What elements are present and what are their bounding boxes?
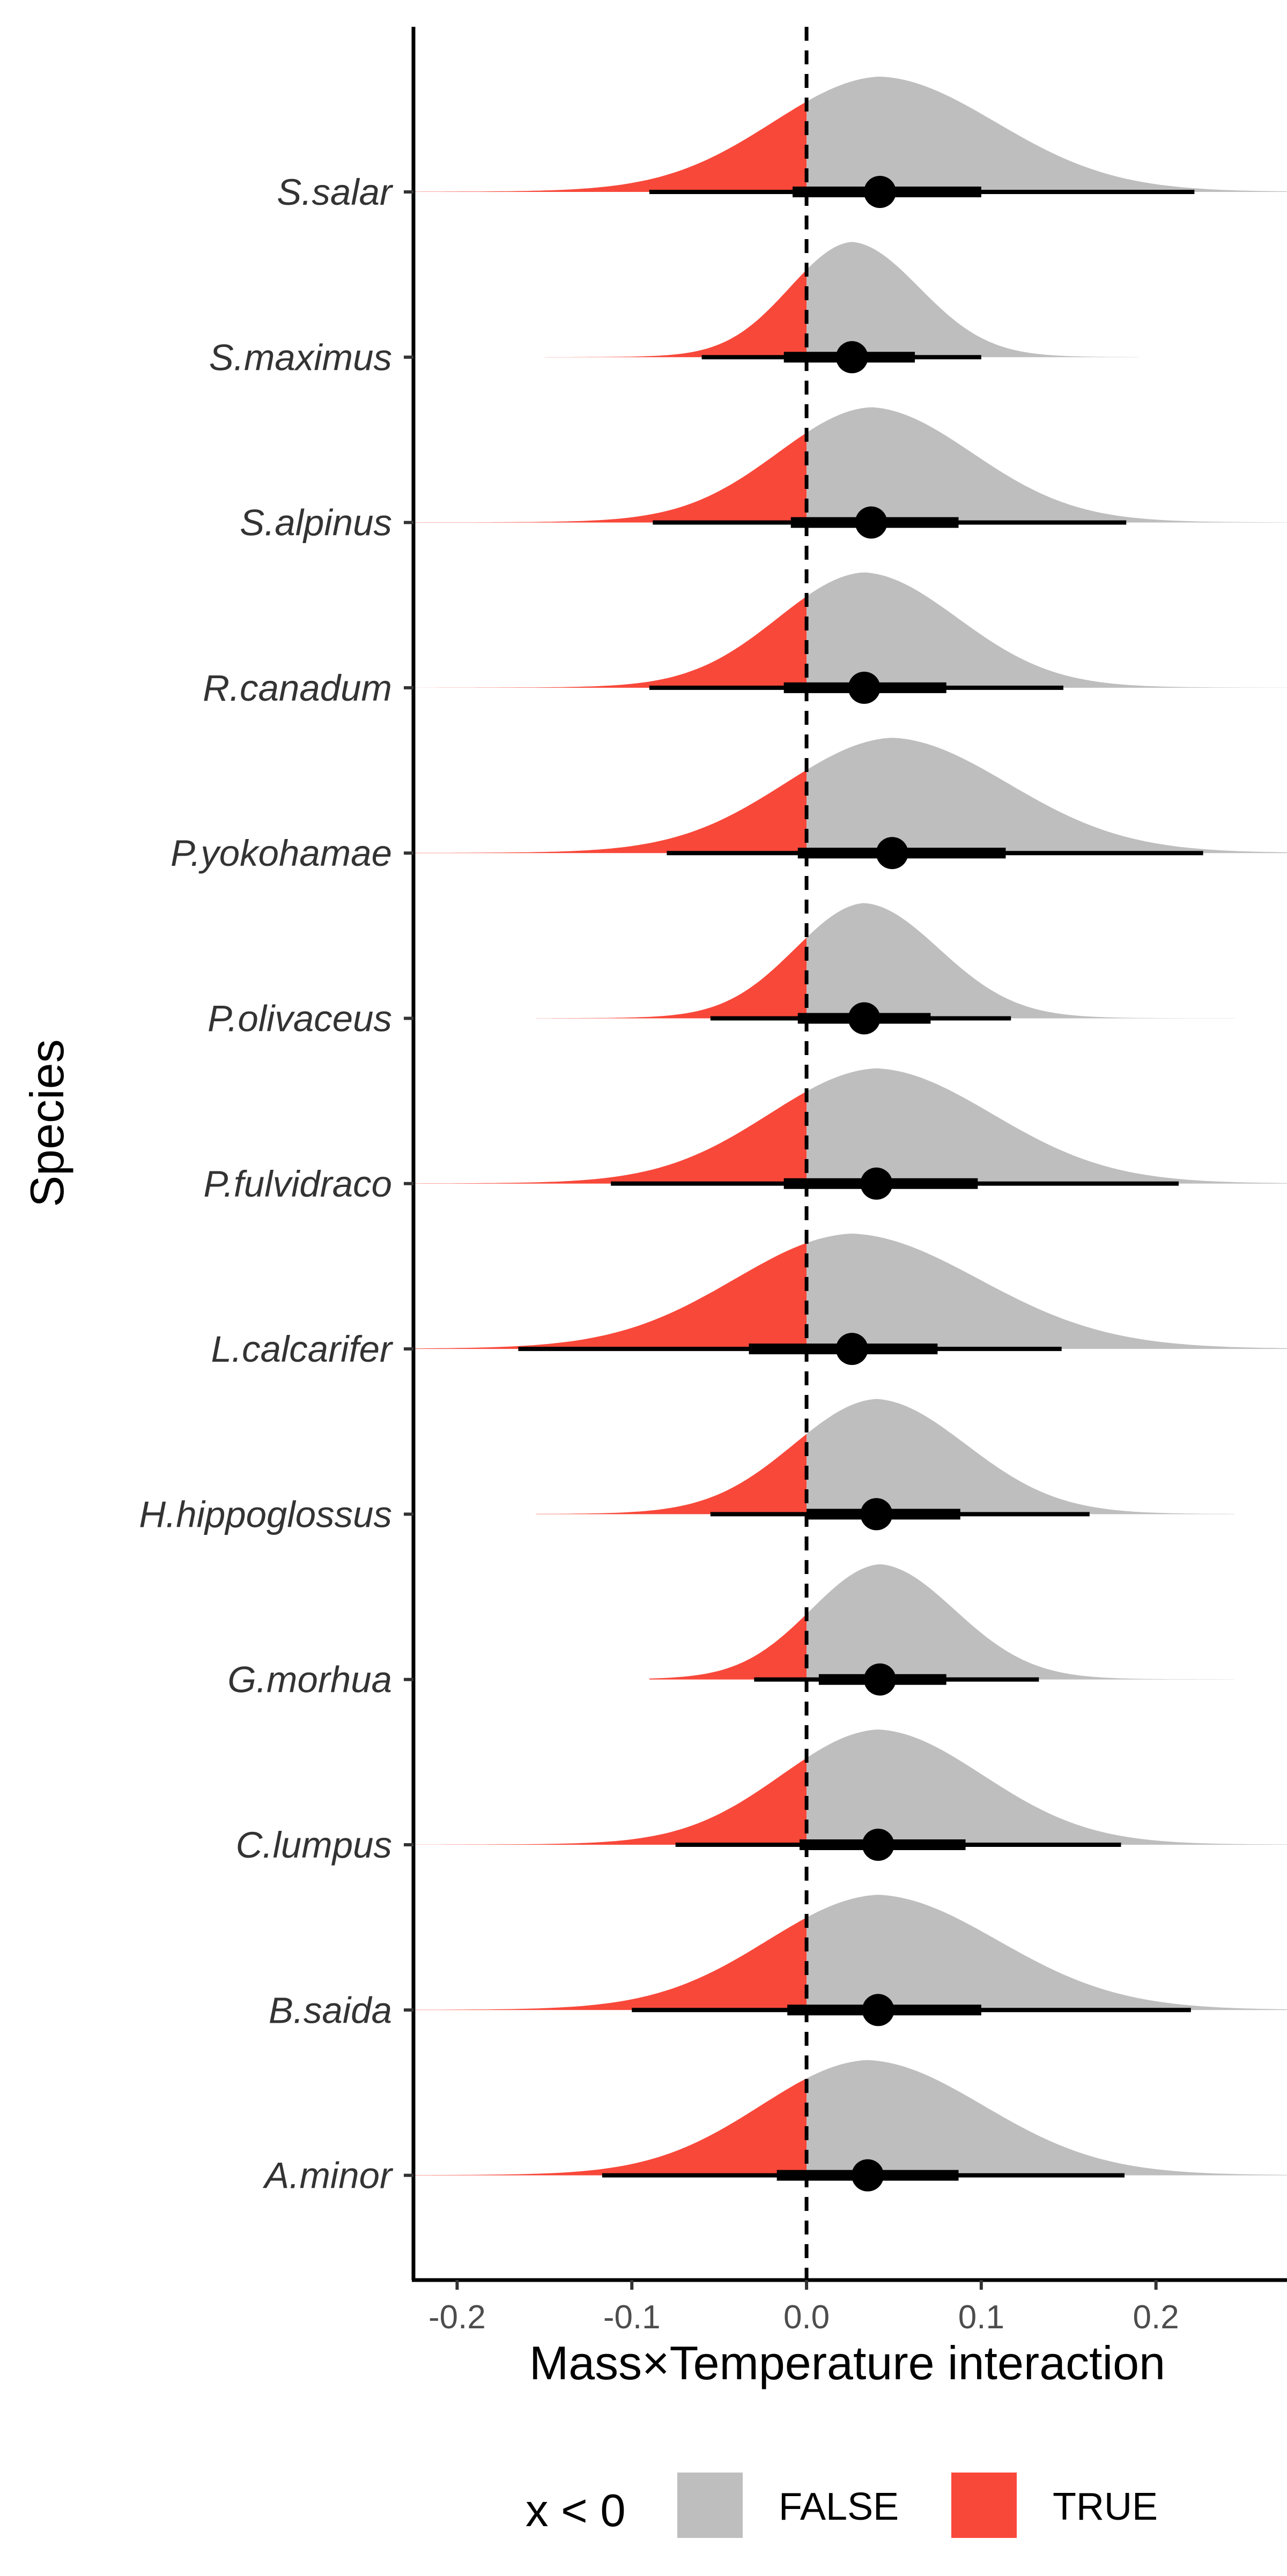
- density-negative-l-calcarifer: [413, 1243, 807, 1349]
- median-point-a-minor: [852, 2159, 884, 2192]
- density-positive-c-lumpus: [807, 1729, 1287, 1845]
- species-label-s-alpinus: S.alpinus: [240, 502, 392, 544]
- x-tick-label-1: -0.1: [603, 2299, 661, 2336]
- x-tick-label-4: 0.2: [1133, 2299, 1179, 2336]
- median-point-h-hippoglossus: [860, 1498, 893, 1531]
- species-label-s-salar: S.salar: [277, 172, 394, 213]
- median-point-l-calcarifer: [835, 1333, 868, 1365]
- density-negative-s-alpinus: [413, 433, 807, 523]
- density-positive-p-fulvidraco: [807, 1068, 1287, 1184]
- species-label-p-fulvidraco: P.fulvidraco: [203, 1163, 392, 1205]
- density-negative-r-canadum: [413, 596, 807, 688]
- density-positive-p-olivaceus: [807, 903, 1235, 1019]
- species-label-h-hippoglossus: H.hippoglossus: [139, 1494, 392, 1535]
- median-point-s-alpinus: [855, 506, 887, 539]
- median-point-p-yokohamae: [876, 837, 908, 870]
- density-negative-s-maximus: [544, 270, 807, 358]
- density-positive-s-maximus: [807, 242, 1139, 358]
- median-point-g-morhua: [863, 1663, 896, 1696]
- density-positive-s-salar: [807, 77, 1287, 192]
- legend-swatch-true: [951, 2473, 1017, 2538]
- species-label-c-lumpus: C.lumpus: [236, 1824, 392, 1866]
- species-label-p-olivaceus: P.olivaceus: [208, 998, 392, 1040]
- median-point-c-lumpus: [862, 1829, 894, 1861]
- x-axis-title: Mass×Temperature interaction: [529, 2336, 1165, 2389]
- density-positive-r-canadum: [807, 572, 1287, 688]
- density-negative-c-lumpus: [413, 1758, 807, 1845]
- species-label-s-maximus: S.maximus: [209, 337, 392, 378]
- median-point-p-fulvidraco: [860, 1167, 893, 1200]
- x-tick-label-3: 0.1: [958, 2299, 1004, 2336]
- species-label-p-yokohamae: P.yokohamae: [171, 833, 392, 874]
- legend-label-false: FALSE: [779, 2485, 899, 2528]
- density-negative-a-minor: [413, 2078, 807, 2176]
- interval-layer: [518, 176, 1203, 2192]
- species-label-r-canadum: R.canadum: [203, 667, 392, 709]
- density-positive-g-morhua: [807, 1564, 1235, 1680]
- species-label-l-calcarifer: L.calcarifer: [211, 1328, 394, 1370]
- species-label-a-minor: A.minor: [262, 2155, 394, 2196]
- y-axis-title: Species: [20, 1039, 73, 1207]
- density-positive-h-hippoglossus: [807, 1399, 1235, 1515]
- legend-label-true: TRUE: [1053, 2485, 1158, 2528]
- x-tick-label-2: 0.0: [783, 2299, 830, 2336]
- density-negative-b-saida: [413, 1917, 807, 2010]
- density-negative-p-fulvidraco: [413, 1091, 807, 1184]
- density-negative-g-morhua: [649, 1614, 807, 1680]
- median-point-p-olivaceus: [848, 1002, 881, 1035]
- x-axis-ticks: -0.2 -0.1 0.0 0.1 0.2: [428, 2280, 1179, 2336]
- density-negative-p-yokohamae: [413, 770, 807, 853]
- density-positive-a-minor: [807, 2060, 1287, 2176]
- legend-title: x < 0: [526, 2485, 626, 2536]
- density-negative-s-salar: [413, 101, 807, 192]
- species-label-g-morhua: G.morhua: [227, 1659, 392, 1701]
- density-negative-p-olivaceus: [536, 937, 807, 1019]
- density-positive-b-saida: [807, 1895, 1287, 2010]
- density-positive-l-calcarifer: [807, 1234, 1287, 1349]
- density-positive-s-alpinus: [807, 407, 1287, 523]
- species-label-b-saida: B.saida: [269, 1989, 392, 2031]
- density-negative-h-hippoglossus: [536, 1434, 807, 1515]
- density-positive-p-yokohamae: [807, 738, 1287, 853]
- density-layer: [413, 77, 1287, 2176]
- median-point-r-canadum: [848, 671, 881, 704]
- y-axis-ticks: S.salar S.maximus S.alpinus R.canadum P.yoko…: [139, 172, 413, 2196]
- legend-swatch-false: [677, 2473, 743, 2538]
- median-point-s-maximus: [835, 341, 868, 374]
- legend: x < 0 FALSE TRUE: [526, 2473, 1158, 2538]
- median-point-b-saida: [862, 1994, 894, 2026]
- x-tick-label-0: -0.2: [428, 2299, 486, 2336]
- median-point-s-salar: [863, 176, 896, 208]
